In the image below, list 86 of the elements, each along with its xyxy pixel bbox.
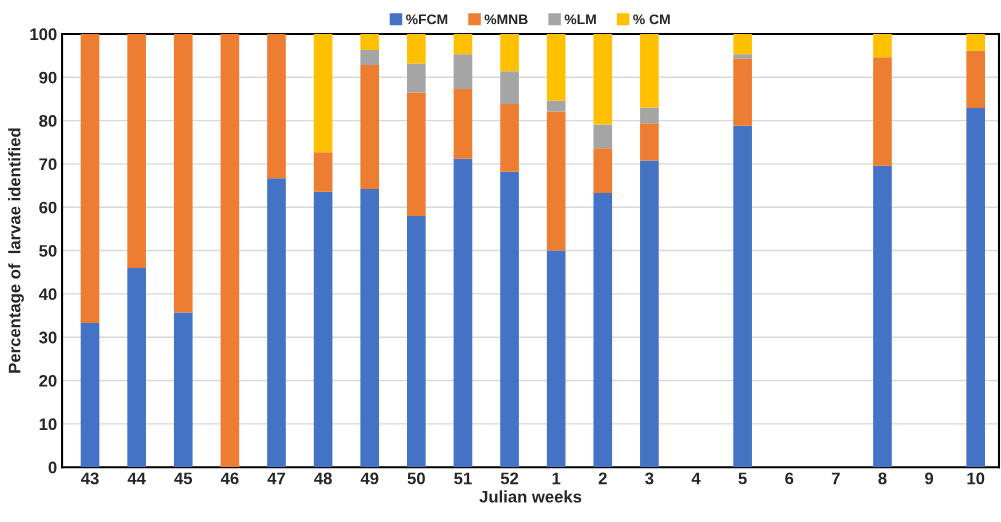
bar (407, 92, 426, 216)
bar (453, 54, 473, 89)
y-tick-label: 30 (39, 331, 57, 344)
x-tick-label: 2 (598, 472, 607, 485)
bar (966, 108, 986, 468)
bar (640, 160, 659, 468)
x-tick-label: 3 (645, 472, 654, 485)
bar (127, 33, 146, 268)
x-tick-label: 1 (552, 472, 561, 485)
bar (80, 33, 100, 323)
bar (80, 322, 100, 468)
legend-label: %LM (564, 14, 596, 25)
bar (313, 152, 333, 192)
bar (593, 192, 613, 468)
bar (360, 65, 380, 190)
bar (733, 58, 752, 126)
y-tick-label: 90 (39, 71, 57, 84)
x-tick-label: 5 (738, 472, 747, 485)
x-tick-label: 52 (500, 472, 519, 485)
bar (313, 33, 333, 153)
bar (360, 189, 380, 468)
bar (593, 33, 613, 125)
x-tick-label: 4 (691, 472, 701, 485)
bar (966, 50, 986, 109)
bar (546, 111, 566, 251)
bar (733, 125, 752, 468)
bar (267, 33, 286, 179)
bar (966, 33, 986, 51)
bar (640, 33, 659, 108)
x-axis-title: Julian weeks (479, 490, 582, 503)
bar (500, 33, 519, 72)
y-tick-label: 0 (48, 461, 57, 474)
bar (873, 165, 892, 468)
bar (220, 33, 240, 468)
bar (127, 267, 146, 468)
x-tick-label: 7 (831, 472, 840, 485)
bar (873, 57, 892, 166)
y-tick-label: 10 (39, 418, 57, 431)
y-axis-title: Percentage of larvae identified (8, 128, 24, 373)
y-tick-label: 80 (39, 114, 57, 127)
bar (546, 250, 566, 468)
bar (313, 191, 333, 468)
bar (593, 124, 613, 149)
bar (360, 49, 380, 66)
x-tick-label: 48 (314, 472, 332, 485)
y-tick-label: 70 (39, 158, 57, 171)
bar (173, 33, 193, 313)
bar (873, 33, 892, 58)
y-tick-label: 40 (38, 288, 57, 301)
bar (453, 33, 473, 55)
legend-label: % CM (633, 14, 670, 25)
bar (407, 33, 426, 64)
bar (453, 158, 473, 468)
bar (407, 215, 426, 468)
bar (640, 107, 659, 124)
x-tick-label: 49 (360, 472, 379, 485)
x-tick-label: 51 (454, 472, 472, 485)
x-tick-label: 46 (220, 472, 239, 485)
x-tick-label: 9 (925, 472, 934, 485)
bar (640, 123, 659, 161)
x-tick-label: 10 (967, 472, 985, 485)
legend-label: %FCM (406, 14, 448, 25)
y-tick-label: 20 (39, 374, 57, 387)
bar (407, 63, 426, 93)
bar (500, 71, 519, 105)
y-tick-label: 60 (39, 201, 57, 214)
y-tick-label: 100 (30, 28, 57, 41)
bar (546, 33, 566, 101)
x-tick-label: 47 (267, 472, 286, 485)
bar (453, 88, 473, 159)
x-tick-label: 43 (81, 472, 99, 485)
x-tick-label: 8 (878, 472, 887, 485)
x-tick-label: 45 (174, 472, 193, 485)
bar (500, 104, 519, 172)
bar (500, 171, 519, 468)
bar (733, 54, 752, 59)
bar (173, 312, 193, 468)
bar (733, 33, 752, 55)
bar (593, 148, 613, 193)
x-tick-label: 6 (785, 472, 794, 485)
x-tick-label: 44 (127, 472, 146, 485)
y-tick-label: 50 (39, 244, 57, 257)
bar (267, 178, 286, 468)
x-tick-label: 50 (407, 472, 425, 485)
bar (360, 33, 380, 50)
legend-label: %MNB (484, 14, 528, 25)
